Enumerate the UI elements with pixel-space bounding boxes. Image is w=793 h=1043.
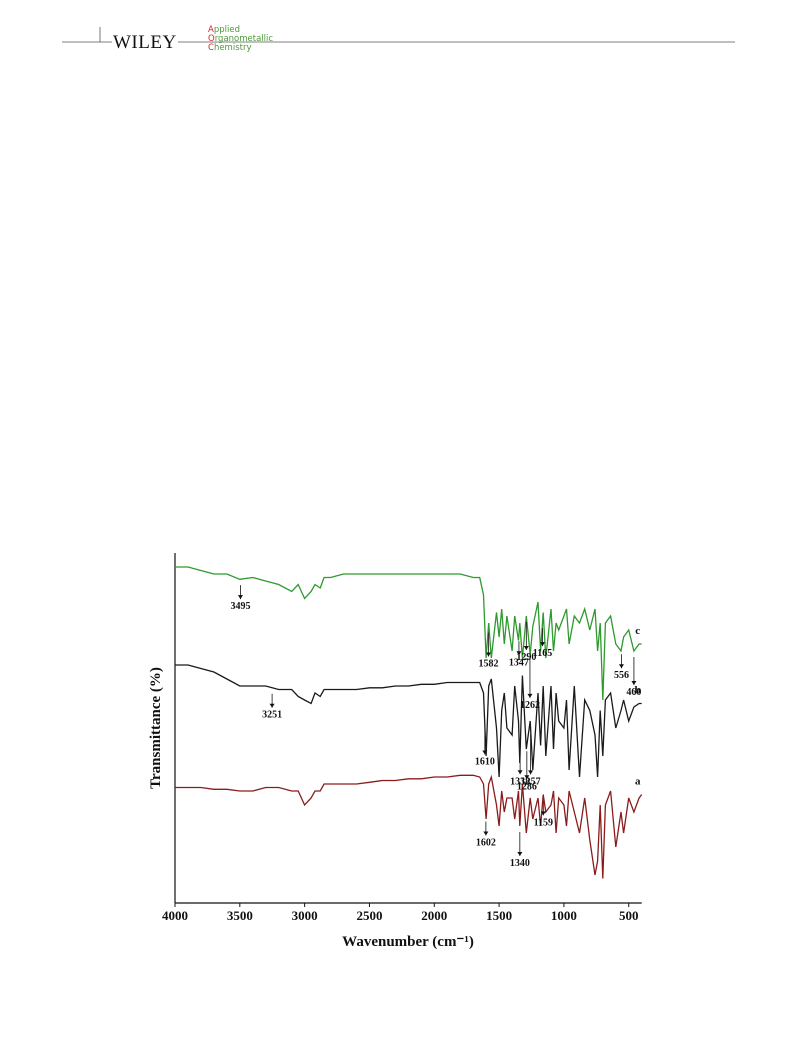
peak-label: 1290 [516,652,536,663]
journal-line: Organometallic [208,34,274,44]
peak-arrowhead [237,595,243,600]
peak-label: 460 [626,687,641,698]
peak-label: 556 [614,670,629,681]
series-label: a [635,776,641,788]
peak-arrowhead [517,770,523,775]
brand-logo: WILEY [112,32,178,54]
peak-label: 1602 [476,838,496,849]
peak-label: 1286 [517,781,537,792]
x-tick-label: 1500 [486,908,512,923]
peak-label: 1610 [475,757,495,768]
spectrum-line [175,566,642,701]
journal-name: Applied Organometallic Chemistry [208,26,273,53]
peak-arrowhead [523,646,529,650]
peak-label: 3495 [230,601,250,612]
peak-arrowhead [618,664,624,669]
peak-label: 1165 [533,648,552,659]
peak-arrowhead [482,750,488,755]
peak-arrowhead [269,703,275,708]
x-tick-label: 4000 [162,908,188,923]
chart: Transmittance (%) Wavenumber (cm⁻¹) 4000… [148,553,643,950]
series-label: b [635,685,641,697]
x-axis-label: Wavenumber (cm⁻¹) [342,934,474,950]
peak-label: 1159 [534,817,553,828]
journal-line: Applied [208,25,240,35]
x-tick-label: 2000 [421,908,447,923]
series-label: c [635,625,640,637]
peak-arrowhead [631,681,637,685]
x-tick-label: 3000 [292,908,318,923]
peak-label: 3251 [262,710,282,721]
peak-arrowhead [528,770,534,775]
peak-arrowhead [527,693,533,698]
x-tick-label: 2500 [356,908,382,923]
peak-label: 1582 [478,659,498,670]
spectrum-line [175,774,643,879]
peak-arrowhead [540,642,546,647]
peak-arrowhead [517,852,523,856]
peak-arrowhead [485,652,491,657]
y-axis-label: Transmittance (%) [148,667,164,789]
x-tick-label: 500 [619,908,639,923]
peak-label: 1340 [510,858,530,869]
peak-label: 1262 [520,700,540,711]
peak-arrowhead [483,831,489,836]
peak-label: 1338 [510,776,530,787]
spectrum-line [175,664,642,778]
peak-label: 1257 [521,776,541,787]
peak-label: 1347 [509,657,529,668]
peak-arrowhead [540,811,546,816]
x-tick-label: 1000 [551,908,577,923]
peak-arrowhead [516,651,522,656]
x-tick-label: 3500 [227,908,253,923]
journal-line: Chemistry [208,43,252,53]
peak-arrowhead [524,775,530,780]
